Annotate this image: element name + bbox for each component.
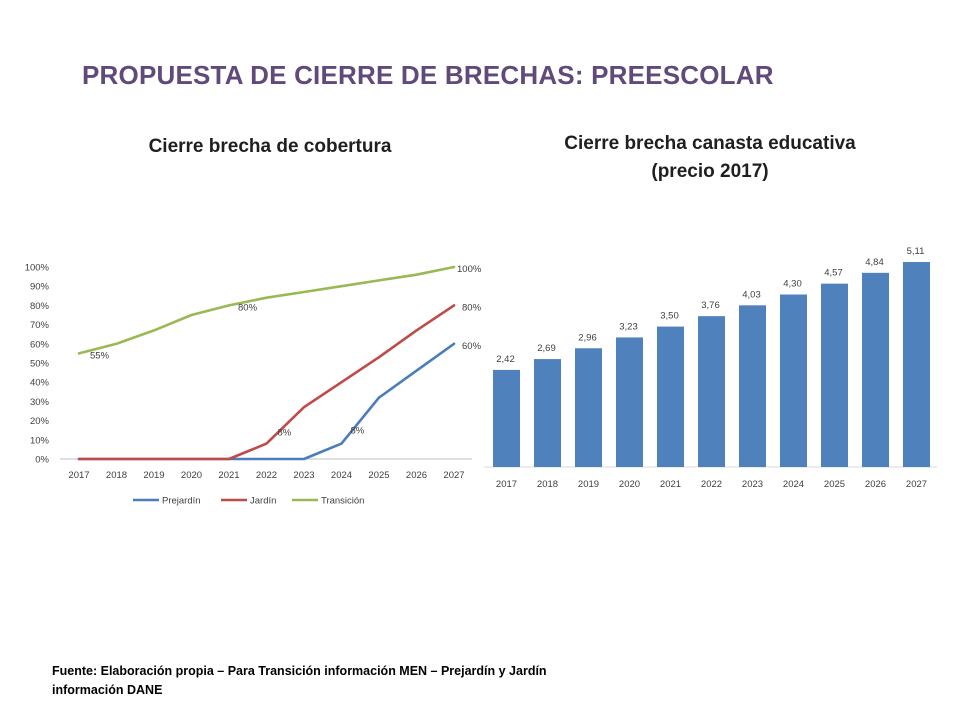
- x-tick-label: 2020: [619, 479, 640, 490]
- basket-chart-title-line-2: (precio 2017): [651, 161, 769, 182]
- x-tick-label: 2025: [824, 479, 845, 490]
- data-label: 55%: [90, 350, 110, 361]
- bar: [575, 348, 602, 467]
- x-tick-label: 2024: [331, 470, 352, 481]
- x-tick-label: 2020: [181, 470, 202, 481]
- x-tick-label: 2019: [578, 479, 599, 490]
- bar-value-label: 2,69: [537, 343, 556, 354]
- bar: [739, 305, 766, 467]
- y-tick-label: 20%: [30, 416, 50, 427]
- y-tick-label: 90%: [30, 282, 50, 293]
- x-tick-label: 2019: [143, 470, 164, 481]
- bar: [780, 294, 807, 467]
- source-note: Fuente: Elaboración propia – Para Transi…: [52, 664, 547, 697]
- y-tick-label: 80%: [30, 301, 50, 312]
- data-label: 80%: [238, 302, 258, 313]
- bar-value-label: 4,30: [783, 278, 802, 289]
- bar-value-label: 3,23: [619, 321, 638, 332]
- series-line-2: [77, 304, 456, 461]
- page-title: PROPUESTA DE CIERRE DE BRECHAS: PREESCOL…: [82, 60, 774, 90]
- x-tick-label: 2021: [218, 470, 239, 481]
- x-tick-label: 2022: [701, 479, 722, 490]
- legend-label: Transición: [321, 496, 364, 507]
- x-tick-label: 2018: [106, 470, 127, 481]
- bar-value-label: 4,03: [742, 289, 761, 300]
- bar: [493, 369, 520, 467]
- bar: [903, 262, 930, 467]
- data-label: 8%: [351, 426, 365, 437]
- x-tick-label: 2018: [537, 479, 558, 490]
- y-tick-label: 0%: [35, 455, 49, 466]
- bar-value-label: 5,11: [907, 246, 925, 257]
- bar-value-label: 3,76: [701, 300, 720, 311]
- y-tick-label: 50%: [30, 359, 50, 370]
- basket-chart-title: Cierre brecha canasta educativa (precio …: [480, 130, 940, 186]
- bar: [534, 359, 561, 467]
- y-tick-label: 100%: [25, 263, 50, 274]
- x-tick-label: 2022: [256, 470, 277, 481]
- y-tick-label: 40%: [30, 378, 50, 389]
- y-tick-label: 70%: [30, 320, 50, 331]
- data-label: 60%: [462, 341, 482, 352]
- bar-value-label: 2,96: [578, 332, 597, 343]
- bar-value-label: 3,50: [660, 311, 679, 322]
- y-tick-label: 10%: [30, 435, 50, 446]
- basket-chart-title-line-1: Cierre brecha canasta educativa: [564, 133, 856, 154]
- x-tick-label: 2017: [496, 479, 517, 490]
- data-label: 100%: [457, 264, 482, 275]
- bar: [862, 272, 889, 467]
- series-line-3: [77, 265, 456, 355]
- data-label: 80%: [462, 302, 482, 313]
- x-tick-label: 2027: [443, 470, 464, 481]
- x-tick-label: 2024: [783, 479, 804, 490]
- bar-value-label: 4,57: [824, 268, 843, 279]
- data-label: 8%: [278, 428, 292, 439]
- bar-value-label: 4,84: [865, 257, 884, 268]
- y-tick-label: 30%: [30, 397, 50, 408]
- x-tick-label: 2026: [406, 470, 427, 481]
- legend-label: Jardín: [250, 496, 276, 507]
- bar: [616, 337, 643, 467]
- y-tick-label: 60%: [30, 339, 50, 350]
- legend-label: Prejardín: [162, 496, 201, 507]
- x-tick-label: 2025: [368, 470, 389, 481]
- x-tick-label: 2026: [865, 479, 886, 490]
- x-tick-label: 2023: [742, 479, 763, 490]
- x-tick-label: 2017: [68, 470, 89, 481]
- bar: [698, 316, 725, 467]
- basket-bar-chart: 2,42 2017 2,69 2018 2,96 2019 3,23 2020 3,50 2021…: [484, 246, 937, 490]
- x-tick-label: 2021: [660, 479, 681, 490]
- coverage-line-chart: 0% 10% 20% 30% 40% 50% 60% 70% 80% 90% 100% 2017 201…: [25, 263, 482, 507]
- bar: [821, 283, 848, 467]
- x-tick-label: 2027: [906, 479, 927, 490]
- x-tick-label: 2023: [293, 470, 314, 481]
- bar-value-label: 2,42: [496, 354, 515, 365]
- coverage-chart-title: Cierre brecha de cobertura: [148, 136, 392, 157]
- bar: [657, 326, 684, 467]
- series-line-1: [77, 342, 456, 461]
